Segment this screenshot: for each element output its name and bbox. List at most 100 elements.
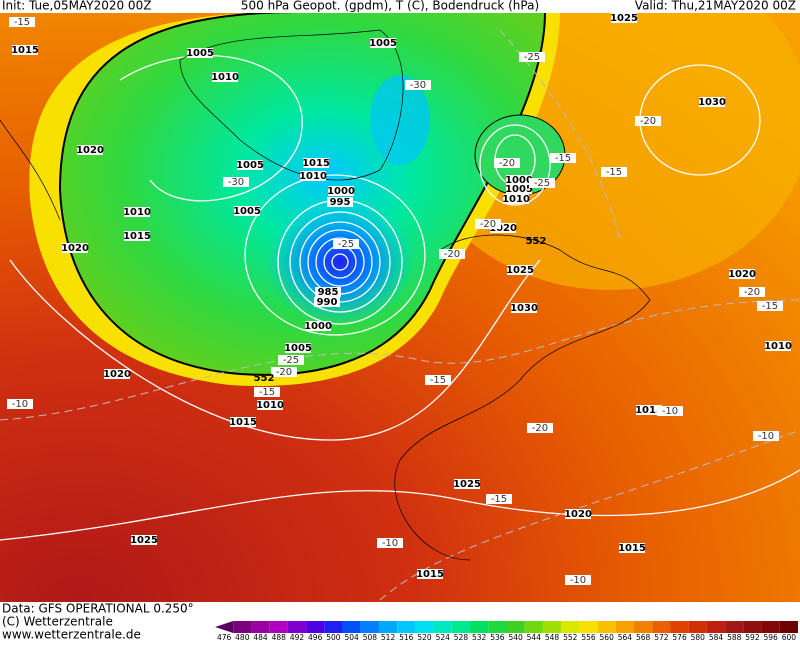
temperature-label-box xyxy=(486,494,512,504)
colorbar-swatch xyxy=(579,621,598,633)
isobar-label: 1020 xyxy=(103,369,131,380)
isobar-label: 1025 xyxy=(610,13,638,24)
temperature-label: -25 xyxy=(338,239,354,250)
isobar-label: 1020 xyxy=(76,145,104,156)
isobar-label-box xyxy=(305,321,331,331)
colorbar-swatch xyxy=(269,621,288,633)
isobar-label-box xyxy=(314,297,340,307)
map-title: 500 hPa Geopot. (gpdm), T (C), Bodendruc… xyxy=(241,0,539,13)
isobar-label: 1010 xyxy=(211,72,239,83)
temperature-label: -15 xyxy=(430,375,446,386)
header-bar xyxy=(0,0,800,13)
isobar-label-box xyxy=(503,194,529,204)
temperature-label: -20 xyxy=(744,287,760,298)
colorbar-swatch xyxy=(725,621,744,633)
colorbar-swatch xyxy=(360,621,379,633)
isobar-label-box xyxy=(370,38,396,48)
temperature-label: -15 xyxy=(259,387,275,398)
isobar-label-box xyxy=(104,369,130,379)
isobar-label: 1015 xyxy=(123,231,151,242)
colorbar-swatch xyxy=(251,621,270,633)
init-time: Init: Tue,05MAY2020 00Z xyxy=(2,0,151,13)
isobar-label-box xyxy=(565,509,591,519)
isobar-label: 1005 xyxy=(233,206,261,217)
isobar-label-box xyxy=(212,72,238,82)
colorbar-tick-label: 484 xyxy=(253,633,268,642)
isobar-label-box xyxy=(328,186,354,196)
colorbar-swatch xyxy=(342,621,361,633)
isobar-label-box xyxy=(124,231,150,241)
temperature-label: -10 xyxy=(570,575,586,586)
colorbar-swatch xyxy=(688,621,707,633)
isobar-label: 1020 xyxy=(489,223,517,234)
colorbar-tick-label: 508 xyxy=(363,633,378,642)
colorbar-swatch xyxy=(506,621,525,633)
colorbar-tick-label: 480 xyxy=(235,633,250,642)
colorbar-tick-label: 496 xyxy=(308,633,323,642)
temperature-label-box xyxy=(550,153,576,163)
isobar-label: 1010 xyxy=(123,207,151,218)
temperature-label-box xyxy=(271,367,297,377)
colorbar-tick-label: 492 xyxy=(290,633,305,642)
temperature-label-box xyxy=(223,177,249,187)
temperature-label: -20 xyxy=(532,423,548,434)
colorbar-tick-label: 592 xyxy=(745,633,760,642)
isobar-label-box xyxy=(636,405,662,415)
colorbar-tick-label: 576 xyxy=(672,633,687,642)
temperature-label: -25 xyxy=(283,355,299,366)
isobar-label-box xyxy=(611,13,637,23)
isobar-label-box xyxy=(454,479,480,489)
colorbar-swatch xyxy=(670,621,689,633)
colorbar-swatch xyxy=(324,621,343,633)
isobar-label-box xyxy=(303,158,329,168)
isobar-label-box xyxy=(327,197,353,207)
colorbar-swatch xyxy=(706,621,726,633)
colorbar-tick-label: 572 xyxy=(654,633,669,642)
temperature-label-box xyxy=(519,52,545,62)
isobar-label-box xyxy=(62,243,88,253)
colorbar-tick-label: 512 xyxy=(381,633,396,642)
website: www.wetterzentrale.de xyxy=(2,628,141,642)
isobar-label-box xyxy=(506,184,532,194)
isobar-label: 1025 xyxy=(130,535,158,546)
isobar-label-box xyxy=(765,341,791,351)
temperature-label: -10 xyxy=(662,406,678,417)
colorbar-tick-label: 504 xyxy=(344,633,359,642)
temperature-label-box xyxy=(439,249,465,259)
temperature-label-box xyxy=(278,355,304,365)
isobar-label: 1030 xyxy=(698,97,726,108)
isobar-label-box xyxy=(507,265,533,275)
temperature-label: -30 xyxy=(228,177,244,188)
temperature-label: -10 xyxy=(12,399,28,410)
temperature-label-box xyxy=(753,431,779,441)
isobar-label: 1010 xyxy=(299,171,327,182)
colorbar-swatch xyxy=(215,621,234,633)
colorbar: 476 480 484 488 492 496 500 504 508 512 516 520 524 5… xyxy=(215,621,798,642)
colorbar-swatch xyxy=(306,621,325,633)
colorbar-tick-label: 528 xyxy=(454,633,469,642)
colorbar-tick-label: 568 xyxy=(636,633,651,642)
isobar-label: 1005 xyxy=(369,38,397,49)
colorbar-tick-label: 580 xyxy=(691,633,706,642)
temperature-label: -20 xyxy=(640,116,656,127)
isobar-label: 1015 xyxy=(635,405,663,416)
temperature-label: -15 xyxy=(606,167,622,178)
isobar-label-box xyxy=(124,207,150,217)
colorbar-tick-label: 600 xyxy=(782,633,797,642)
colorbar-swatch xyxy=(652,621,671,633)
isobar-label-box xyxy=(234,206,260,216)
isobar-label-box xyxy=(257,400,283,410)
colorbar-tick-label: 564 xyxy=(618,633,633,642)
temperature-label: -15 xyxy=(762,301,778,312)
isobar-label: 1015 xyxy=(229,417,257,428)
isobar-label: 1015 xyxy=(11,45,39,56)
temperature-label: -25 xyxy=(534,178,550,189)
isobar-label-box xyxy=(131,535,157,545)
temperature-label-box xyxy=(475,219,501,229)
isobar-label: 1015 xyxy=(416,569,444,580)
low-core xyxy=(265,197,415,327)
valid-time: Valid: Thu,21MAY2020 00Z xyxy=(635,0,796,13)
colorbar-tick-label: 476 xyxy=(217,633,232,642)
temperature-label: -10 xyxy=(382,538,398,549)
temperature-label-box xyxy=(333,239,359,249)
